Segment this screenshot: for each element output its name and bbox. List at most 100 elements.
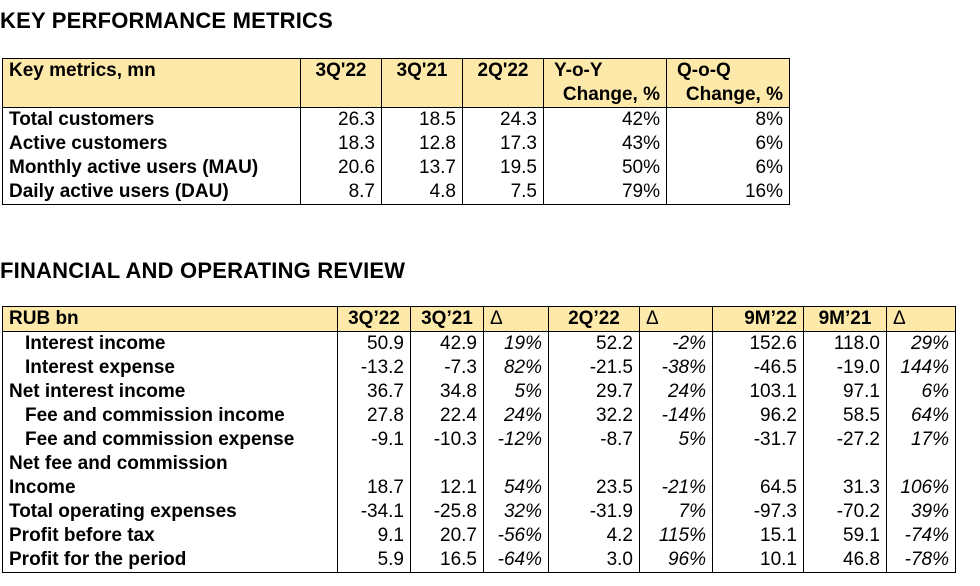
table-row: Fee and commission income 27.8 22.4 24% … <box>2 404 956 428</box>
fin-cell: 18.7 <box>337 476 411 500</box>
fin-section-title: FINANCIAL AND OPERATING REVIEW <box>0 258 406 283</box>
kpi-cell: 18.3 <box>300 132 382 156</box>
fin-cell: -38% <box>639 356 713 380</box>
fin-cell: -97.3 <box>712 500 804 524</box>
fin-cell: 20.7 <box>410 524 484 548</box>
fin-cell: 24% <box>639 380 713 404</box>
fin-cell: 103.1 <box>712 380 804 404</box>
fin-row-label: Profit for the period <box>2 548 338 573</box>
kpi-cell: 19.5 <box>462 156 544 180</box>
kpi-cell: 8.7 <box>300 180 382 205</box>
fin-cell: 3.0 <box>548 548 640 573</box>
fin-cell: -31.9 <box>548 500 640 524</box>
fin-cell: 115% <box>639 524 713 548</box>
kpi-header-qoq-sub: Change, % <box>685 84 783 105</box>
table-row: Net interest income 36.7 34.8 5% 29.7 24… <box>2 380 956 404</box>
fin-cell: -70.2 <box>803 500 887 524</box>
fin-row-label: Fee and commission income <box>2 404 338 428</box>
fin-cell: -21.5 <box>548 356 640 380</box>
fin-cell <box>337 452 411 476</box>
fin-cell: -10.3 <box>410 428 484 452</box>
fin-cell: 12.1 <box>410 476 484 500</box>
kpi-cell: 79% <box>543 180 667 205</box>
fin-cell: 5% <box>483 380 549 404</box>
kpi-header-row: Key metrics, mn 3Q'22 3Q'21 2Q'22 Y-o-Y … <box>2 58 790 108</box>
fin-cell: 50.9 <box>337 331 411 356</box>
fin-cell: -8.7 <box>548 428 640 452</box>
table-row: Daily active users (DAU) 8.7 4.8 7.5 79%… <box>2 180 790 205</box>
fin-cell: 16.5 <box>410 548 484 573</box>
kpi-cell: 42% <box>543 107 667 132</box>
fin-cell <box>639 452 713 476</box>
fin-cell: 32% <box>483 500 549 524</box>
fin-header-row: RUB bn 3Q’22 3Q’21 Δ 2Q’22 Δ 9M’22 9M’21… <box>2 306 956 332</box>
fin-row-label: Profit before tax <box>2 524 338 548</box>
fin-cell: -56% <box>483 524 549 548</box>
fin-cell: 46.8 <box>803 548 887 573</box>
fin-cell: -74% <box>886 524 956 548</box>
financial-table: RUB bn 3Q’22 3Q’21 Δ 2Q’22 Δ 9M’22 9M’21… <box>2 306 956 573</box>
table-row: Total customers 26.3 18.5 24.3 42% 8% <box>2 107 790 132</box>
fin-header-2q22: 2Q’22 <box>548 306 640 332</box>
kpi-row-label: Daily active users (DAU) <box>2 180 301 205</box>
fin-header-9m21: 9M’21 <box>803 306 887 332</box>
fin-cell: 144% <box>886 356 956 380</box>
fin-cell <box>483 452 549 476</box>
fin-header-delta: Δ <box>483 306 549 332</box>
fin-cell: 17% <box>886 428 956 452</box>
kpi-cell: 50% <box>543 156 667 180</box>
fin-cell: 96% <box>639 548 713 573</box>
fin-cell: 34.8 <box>410 380 484 404</box>
fin-cell: 106% <box>886 476 956 500</box>
fin-cell: 23.5 <box>548 476 640 500</box>
fin-cell <box>803 452 887 476</box>
fin-cell: -12% <box>483 428 549 452</box>
fin-cell: -31.7 <box>712 428 804 452</box>
kpi-row-label: Monthly active users (MAU) <box>2 156 301 180</box>
kpi-cell: 7.5 <box>462 180 544 205</box>
kpi-cell: 6% <box>666 156 790 180</box>
fin-header-3q21: 3Q’21 <box>410 306 484 332</box>
fin-cell: 118.0 <box>803 331 887 356</box>
fin-cell: -14% <box>639 404 713 428</box>
kpi-cell: 13.7 <box>381 156 463 180</box>
fin-cell: -34.1 <box>337 500 411 524</box>
kpi-header-metric: Key metrics, mn <box>2 58 301 108</box>
kpi-cell: 16% <box>666 180 790 205</box>
fin-cell: 22.4 <box>410 404 484 428</box>
fin-row-label: Net fee and commission <box>2 452 338 476</box>
fin-cell <box>410 452 484 476</box>
fin-cell: -27.2 <box>803 428 887 452</box>
fin-cell <box>548 452 640 476</box>
table-row: Active customers 18.3 12.8 17.3 43% 6% <box>2 132 790 156</box>
fin-cell: 82% <box>483 356 549 380</box>
table-row: Income 18.7 12.1 54% 23.5 -21% 64.5 31.3… <box>2 476 956 500</box>
fin-cell: 64.5 <box>712 476 804 500</box>
kpi-header-yoy-label: Y-o-Y <box>554 60 603 81</box>
fin-cell: 58.5 <box>803 404 887 428</box>
fin-cell: 24% <box>483 404 549 428</box>
kpi-row-label: Active customers <box>2 132 301 156</box>
fin-cell: 9.1 <box>337 524 411 548</box>
fin-cell: 152.6 <box>712 331 804 356</box>
fin-cell: -46.5 <box>712 356 804 380</box>
table-row: Interest expense -13.2 -7.3 82% -21.5 -3… <box>2 356 956 380</box>
fin-cell: -2% <box>639 331 713 356</box>
kpi-header-yoy-sub: Change, % <box>562 84 660 105</box>
fin-cell: 97.1 <box>803 380 887 404</box>
kpi-cell: 26.3 <box>300 107 382 132</box>
kpi-cell: 8% <box>666 107 790 132</box>
kpi-cell: 12.8 <box>381 132 463 156</box>
fin-header-label: RUB bn <box>2 306 338 332</box>
fin-header-3q22: 3Q’22 <box>337 306 411 332</box>
kpi-header-qoq: Q-o-Q Change, % <box>666 58 790 108</box>
fin-cell <box>712 452 804 476</box>
kpi-cell: 18.5 <box>381 107 463 132</box>
kpi-cell: 24.3 <box>462 107 544 132</box>
fin-cell: 42.9 <box>410 331 484 356</box>
fin-cell: 7% <box>639 500 713 524</box>
kpi-header-yoy: Y-o-Y Change, % <box>543 58 667 108</box>
fin-cell: 96.2 <box>712 404 804 428</box>
fin-cell: 4.2 <box>548 524 640 548</box>
fin-row-label: Income <box>2 476 338 500</box>
